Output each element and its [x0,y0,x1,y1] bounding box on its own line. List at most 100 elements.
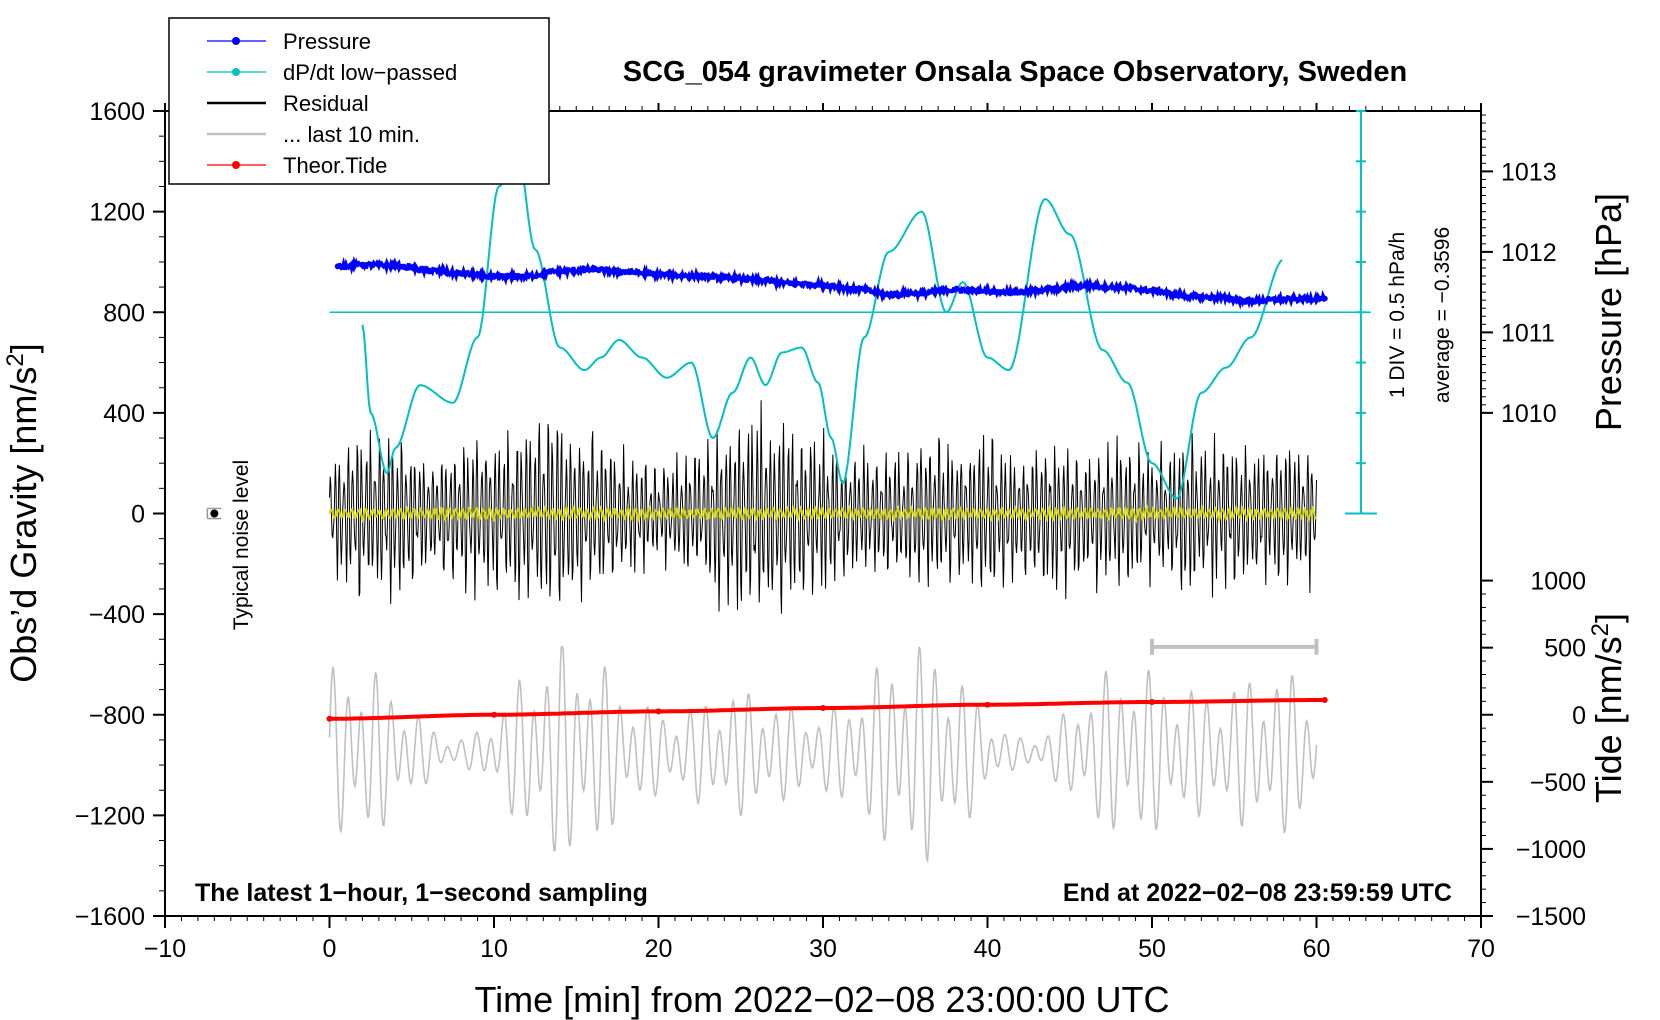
dpdt-series [361,147,1283,500]
x-tick-label: −10 [144,935,186,963]
tide-point [1321,696,1328,703]
pressure-tick-label: 1012 [1501,239,1557,267]
superscript: 2 [1587,623,1614,636]
x-tick-label: 40 [974,935,1002,963]
pressure-point [852,285,859,292]
last10-line [328,646,1318,864]
residual-series [329,400,1317,614]
legend-entries: Pressure dP/dt low−passed Residual ... last… [207,29,457,178]
y-tick-label: −800 [89,702,145,730]
pressure-point [984,288,991,295]
pressure-point [951,286,958,293]
y-axis-label-pressure: Pressure [hPa] [1588,193,1629,431]
yellow-line [328,503,1317,524]
x-tick-label: 20 [645,935,673,963]
pressure-point [1050,285,1057,292]
axes: −10 0 10 20 30 40 50 60 70 −1600 −1200 −800 −400 0 400… [75,98,1586,963]
pressure-point [688,273,695,280]
pressure-point [787,280,794,287]
noise-level-label: Typical noise level [230,460,253,630]
pressure-point [655,271,662,278]
legend-label: Pressure [283,29,371,54]
tide-point [820,705,826,712]
pressure-point [1280,296,1287,303]
x-tick-label: 50 [1138,935,1166,963]
x-axis-label: Time [min] from 2022−02−08 23:00:00 UTC [474,979,1169,1020]
y-tick-label: −1200 [75,802,145,830]
superscript: 2 [2,353,29,366]
y-axis-label-tide: Tide [nm/s2] [1587,613,1630,803]
pressure-point [1116,284,1123,291]
y-axis-label-left: Obs’d Gravity [nm/s2] [2,343,45,682]
pressure-point [556,268,563,275]
pressure-point [1149,287,1155,294]
pressure-tick-label: 1013 [1501,158,1557,186]
pressure-point [622,269,629,275]
y-tick-label: 400 [103,400,145,428]
tide-tick-label: −1000 [1516,836,1586,864]
legend: Pressure dP/dt low−passed Residual ... last… [168,17,550,185]
y-tick-label: −400 [89,601,145,629]
pressure-point [754,277,761,284]
note-left: The latest 1−hour, 1−second sampling [195,879,648,907]
pressure-point [1017,289,1024,296]
tide-point [1149,699,1155,706]
legend-label: Theor.Tide [283,153,387,178]
note-right: End at 2022−02−08 23:59:59 UTC [1063,879,1452,907]
dpdt-scale-label: 1 DIV = 0.5 hPa/h [1386,232,1409,398]
legend-dot [232,37,240,45]
tide-tick-label: −1500 [1516,903,1586,931]
pressure-point [425,267,432,274]
tide-tick-label: 500 [1544,635,1586,663]
chart-title: SCG_054 gravimeter Onsala Space Observat… [623,56,1407,88]
dpdt-line [361,147,1283,500]
pressure-point [1321,295,1328,302]
legend-label: Residual [283,91,369,116]
theor-tide-series [326,696,1328,722]
pressure-point [721,274,728,281]
tide-tick-label: 0 [1572,702,1586,730]
pressure-point [334,263,341,270]
pressure-point [491,273,497,280]
tide-line [329,698,1325,721]
pressure-point [885,291,892,298]
last10-series [328,646,1318,864]
y-tick-label: 800 [103,299,145,327]
noise-point [210,509,219,518]
yellow-trace [328,503,1317,524]
x-tick-label: 0 [323,935,337,963]
pressure-tick-label: 1011 [1501,319,1555,347]
tide-point [491,711,497,718]
tide-point [655,708,662,715]
legend-label: dP/dt low−passed [283,60,457,85]
pressure-series [334,255,1328,310]
pressure-point [589,266,596,273]
y-tick-label: 0 [131,501,145,529]
pressure-point [523,273,530,280]
tide-tick-label: −500 [1530,769,1586,797]
pressure-point [1247,297,1254,304]
legend-dot [232,68,240,76]
tide-tick-label: 1000 [1530,568,1586,596]
pressure-point [918,289,925,296]
pressure-point [458,270,465,277]
x-tick-label: 60 [1303,935,1331,963]
pressure-tick-label: 1010 [1501,400,1557,428]
x-tick-label: 70 [1467,935,1495,963]
tide-point [984,701,991,708]
pressure-point [359,261,366,268]
dpdt-scale [206,110,1377,655]
y-tick-label: −1600 [75,903,145,931]
pressure-point [1181,293,1188,300]
legend-label: ... last 10 min. [283,122,420,147]
pressure-line [337,255,1327,310]
x-tick-label: 10 [480,935,508,963]
pressure-point [1214,294,1221,301]
pressure-point [392,262,399,269]
residual-line [329,400,1317,614]
legend-dot [232,161,240,169]
pressure-point [820,281,826,288]
y-tick-label: 1200 [89,199,145,227]
dpdt-average-label: average = −0.3596 [1431,227,1454,403]
